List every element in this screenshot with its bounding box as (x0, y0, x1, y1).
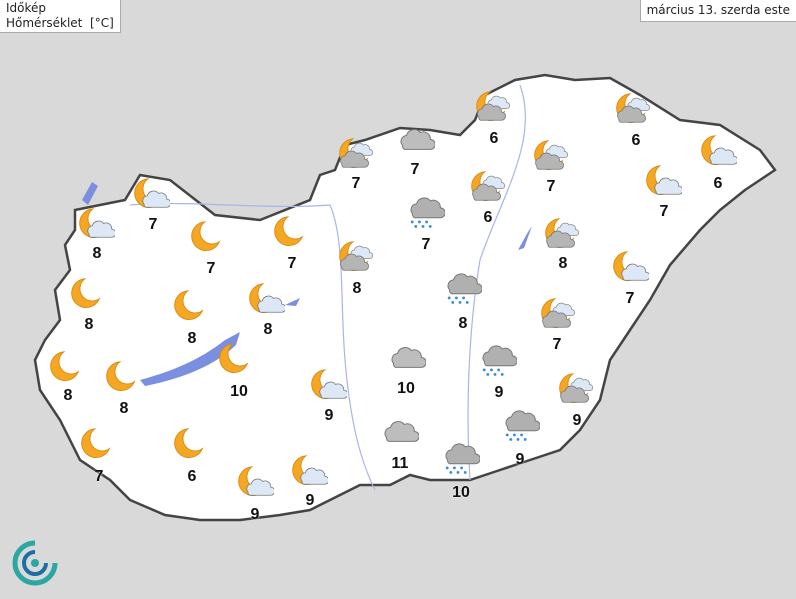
legend-box: Időkép Hőmérséklet [°C] (0, 0, 121, 33)
temperature-label: 8 (352, 280, 362, 297)
moon-clouds-icon (541, 298, 575, 328)
moon-clouds-icon (471, 171, 505, 201)
moon-cloud-icon (238, 466, 274, 496)
temperature-label: 7 (148, 216, 158, 233)
moon-icon (71, 278, 101, 308)
temperature-label: 6 (187, 468, 197, 485)
moon-cloud-icon (134, 178, 170, 208)
temperature-label: 7 (659, 203, 669, 220)
temperature-label: 8 (119, 400, 129, 417)
moon-cloud-icon (613, 251, 649, 281)
hungary-land (33, 73, 777, 522)
temperature-label: 7 (546, 178, 556, 195)
moon-clouds-icon (559, 373, 593, 403)
moon-icon (81, 428, 111, 458)
lake-velence (285, 298, 300, 306)
moon-cloud-icon (292, 455, 328, 485)
lake-balaton (140, 332, 240, 386)
temperature-label: 11 (391, 455, 409, 472)
river-tisza (467, 84, 526, 481)
moon-icon (106, 361, 136, 391)
moon-icon (174, 290, 204, 320)
moon-icon (274, 216, 304, 246)
temperature-label: 8 (458, 315, 468, 332)
temperature-label: 8 (558, 255, 568, 272)
moon-clouds-icon (339, 138, 373, 168)
moon-icon (174, 428, 204, 458)
cloud-icon (400, 129, 435, 150)
moon-cloud-icon (249, 283, 285, 313)
moon-icon (219, 343, 249, 373)
temperature-label: 7 (421, 236, 431, 253)
moon-icon (191, 221, 221, 251)
temperature-label: 9 (324, 407, 334, 424)
temperature-label: 6 (713, 175, 723, 192)
moon-icon (50, 351, 80, 381)
rain-icon (410, 197, 445, 228)
temperature-label: 7 (625, 290, 635, 307)
cloud-icon (391, 347, 426, 368)
temperature-label: 7 (351, 175, 361, 192)
temperature-label: 8 (84, 316, 94, 333)
moon-clouds-icon (476, 91, 510, 121)
temperature-label: 9 (305, 492, 315, 509)
moon-cloud-icon (701, 135, 737, 165)
layer-label: Hőmérséklet [°C] (6, 16, 114, 30)
moon-clouds-icon (616, 93, 650, 123)
lake-tisza (518, 226, 532, 250)
moon-clouds-icon (339, 241, 373, 271)
temperature-label: 9 (515, 451, 525, 468)
temperature-label: 10 (397, 380, 415, 397)
temperature-label: 6 (631, 132, 641, 149)
moon-cloud-icon (79, 208, 115, 238)
moon-cloud-icon (311, 369, 347, 399)
temperature-label: 8 (263, 321, 273, 338)
brand-label: Időkép (6, 1, 47, 15)
temperature-label: 7 (94, 468, 104, 485)
rain-icon (505, 410, 540, 441)
temperature-label: 6 (489, 130, 499, 147)
moon-clouds-icon (534, 140, 568, 170)
temperature-label: 7 (206, 260, 216, 277)
moon-clouds-icon (545, 218, 579, 248)
temperature-label: 10 (230, 383, 248, 400)
rain-icon (447, 273, 482, 304)
logo-icon (12, 540, 58, 586)
temperature-label: 7 (552, 336, 562, 353)
temperature-label: 9 (572, 412, 582, 429)
cloud-icon (384, 421, 419, 442)
temperature-label: 8 (187, 330, 197, 347)
temperature-label: 8 (92, 245, 102, 262)
temperature-label: 6 (483, 209, 493, 226)
rain-icon (445, 443, 480, 474)
temperature-label: 8 (63, 387, 73, 404)
date-label: március 13. szerda este (639, 0, 796, 22)
moon-cloud-icon (646, 165, 682, 195)
lake-neusiedl (82, 182, 98, 205)
temperature-label: 9 (250, 506, 260, 523)
rain-icon (482, 345, 517, 376)
temperature-label: 7 (287, 255, 297, 272)
temperature-label: 10 (452, 484, 470, 501)
temperature-label: 7 (410, 161, 420, 178)
temperature-label: 9 (494, 384, 504, 401)
